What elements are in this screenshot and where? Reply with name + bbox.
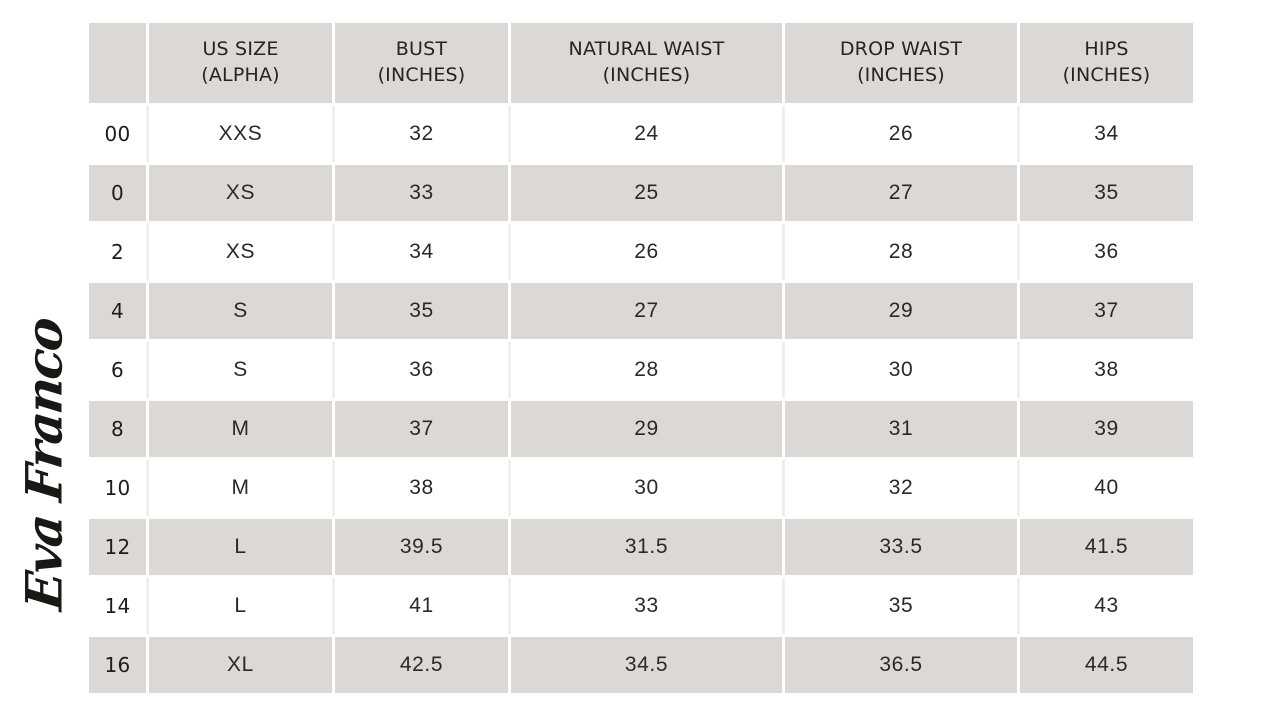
size-row-6: 6 S 36 28 30 38 (89, 342, 1193, 398)
size-cell: 26 (511, 224, 782, 280)
size-cell: 27 (785, 165, 1017, 221)
row-label: 12 (89, 519, 146, 575)
row-label: 0 (89, 165, 146, 221)
size-cell: XL (149, 637, 332, 693)
size-cell: 41 (335, 578, 508, 634)
column-header-blank (89, 23, 146, 103)
size-cell: 35 (785, 578, 1017, 634)
size-cell: 36 (1020, 224, 1193, 280)
size-cell: 34.5 (511, 637, 782, 693)
size-row-12: 12 L 39.5 31.5 33.5 41.5 (89, 519, 1193, 575)
size-cell: 40 (1020, 460, 1193, 516)
size-cell: 33 (335, 165, 508, 221)
size-row-4: 4 S 35 27 29 37 (89, 283, 1193, 339)
row-label: 2 (89, 224, 146, 280)
row-label: 14 (89, 578, 146, 634)
size-cell: 30 (511, 460, 782, 516)
size-cell: 38 (335, 460, 508, 516)
size-cell: 39 (1020, 401, 1193, 457)
column-header-us-size: US SIZE (ALPHA) (149, 23, 332, 103)
size-cell: L (149, 578, 332, 634)
size-cell: 34 (335, 224, 508, 280)
eva-franco-logo: Eva Franco (0, 276, 88, 652)
row-label: 6 (89, 342, 146, 398)
size-row-00: 00 XXS 32 24 26 34 (89, 106, 1193, 162)
size-cell: 25 (511, 165, 782, 221)
size-cell: 31 (785, 401, 1017, 457)
size-cell: M (149, 460, 332, 516)
row-label: 4 (89, 283, 146, 339)
size-cell: 29 (511, 401, 782, 457)
size-cell: M (149, 401, 332, 457)
size-row-0: 0 XS 33 25 27 35 (89, 165, 1193, 221)
size-cell: 32 (335, 106, 508, 162)
size-row-10: 10 M 38 30 32 40 (89, 460, 1193, 516)
size-cell: L (149, 519, 332, 575)
size-cell: XS (149, 224, 332, 280)
size-cell: 41.5 (1020, 519, 1193, 575)
column-header-bust: BUST (INCHES) (335, 23, 508, 103)
size-row-2: 2 XS 34 26 28 36 (89, 224, 1193, 280)
size-cell: 35 (1020, 165, 1193, 221)
size-cell: 31.5 (511, 519, 782, 575)
size-cell: 39.5 (335, 519, 508, 575)
row-label: 00 (89, 106, 146, 162)
size-cell: 36 (335, 342, 508, 398)
size-cell: 29 (785, 283, 1017, 339)
size-cell: 33 (511, 578, 782, 634)
size-cell: 38 (1020, 342, 1193, 398)
size-cell: 35 (335, 283, 508, 339)
size-row-16: 16 XL 42.5 34.5 36.5 44.5 (89, 637, 1193, 693)
size-cell: 43 (1020, 578, 1193, 634)
size-chart-header: US SIZE (ALPHA) BUST (INCHES) NATURAL WAIST(… (89, 23, 1193, 103)
size-cell: 33.5 (785, 519, 1017, 575)
size-cell: 37 (335, 401, 508, 457)
size-cell: XXS (149, 106, 332, 162)
eva-franco-logo-text: Eva Franco (14, 315, 74, 613)
size-cell: 32 (785, 460, 1017, 516)
size-row-14: 14 L 41 33 35 43 (89, 578, 1193, 634)
size-cell: S (149, 342, 332, 398)
column-header-hips: HIPS (INCHES) (1020, 23, 1193, 103)
size-cell: S (149, 283, 332, 339)
size-cell: 26 (785, 106, 1017, 162)
size-chart-body: 00 XXS 32 24 26 34 0 XS 33 25 27 35 2 XS 34 26 28 36 4 S 35 2… (89, 106, 1193, 693)
size-cell: XS (149, 165, 332, 221)
size-cell: 37 (1020, 283, 1193, 339)
size-cell: 30 (785, 342, 1017, 398)
size-cell: 28 (785, 224, 1017, 280)
row-label: 16 (89, 637, 146, 693)
header-row: US SIZE (ALPHA) BUST (INCHES) NATURAL WAIST(… (89, 23, 1193, 103)
size-cell: 36.5 (785, 637, 1017, 693)
size-cell: 34 (1020, 106, 1193, 162)
size-cell: 24 (511, 106, 782, 162)
row-label: 8 (89, 401, 146, 457)
size-row-8: 8 M 37 29 31 39 (89, 401, 1193, 457)
row-label: 10 (89, 460, 146, 516)
column-header-drop-waist: DROP WAIST (INCHES) (785, 23, 1017, 103)
column-header-natural-waist: NATURAL WAIST (INCHES) (511, 23, 782, 103)
size-cell: 27 (511, 283, 782, 339)
size-cell: 28 (511, 342, 782, 398)
size-chart-table: US SIZE (ALPHA) BUST (INCHES) NATURAL WAIST(… (86, 20, 1196, 696)
size-cell: 44.5 (1020, 637, 1193, 693)
size-cell: 42.5 (335, 637, 508, 693)
